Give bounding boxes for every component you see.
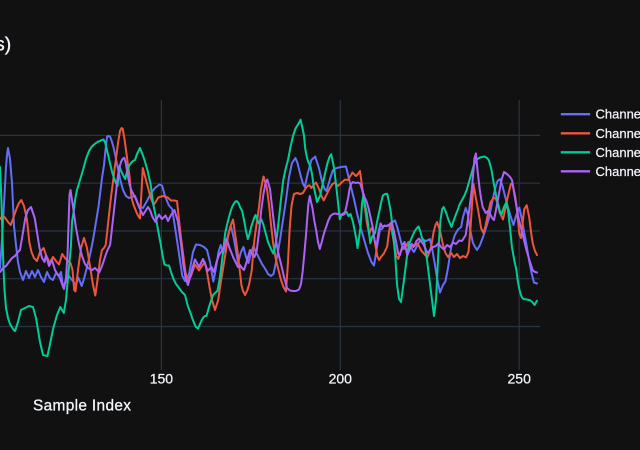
- svg-text:Channel 1: Channel 1: [596, 107, 640, 122]
- svg-text:200: 200: [329, 371, 353, 387]
- svg-text:Sample Index: Sample Index: [33, 398, 131, 415]
- svg-text:s): s): [0, 34, 11, 56]
- svg-text:Channel 4: Channel 4: [596, 164, 640, 179]
- svg-text:Channel 2: Channel 2: [596, 126, 640, 141]
- svg-text:250: 250: [508, 371, 532, 387]
- svg-text:150: 150: [150, 371, 174, 387]
- svg-text:Channel 3: Channel 3: [596, 145, 640, 160]
